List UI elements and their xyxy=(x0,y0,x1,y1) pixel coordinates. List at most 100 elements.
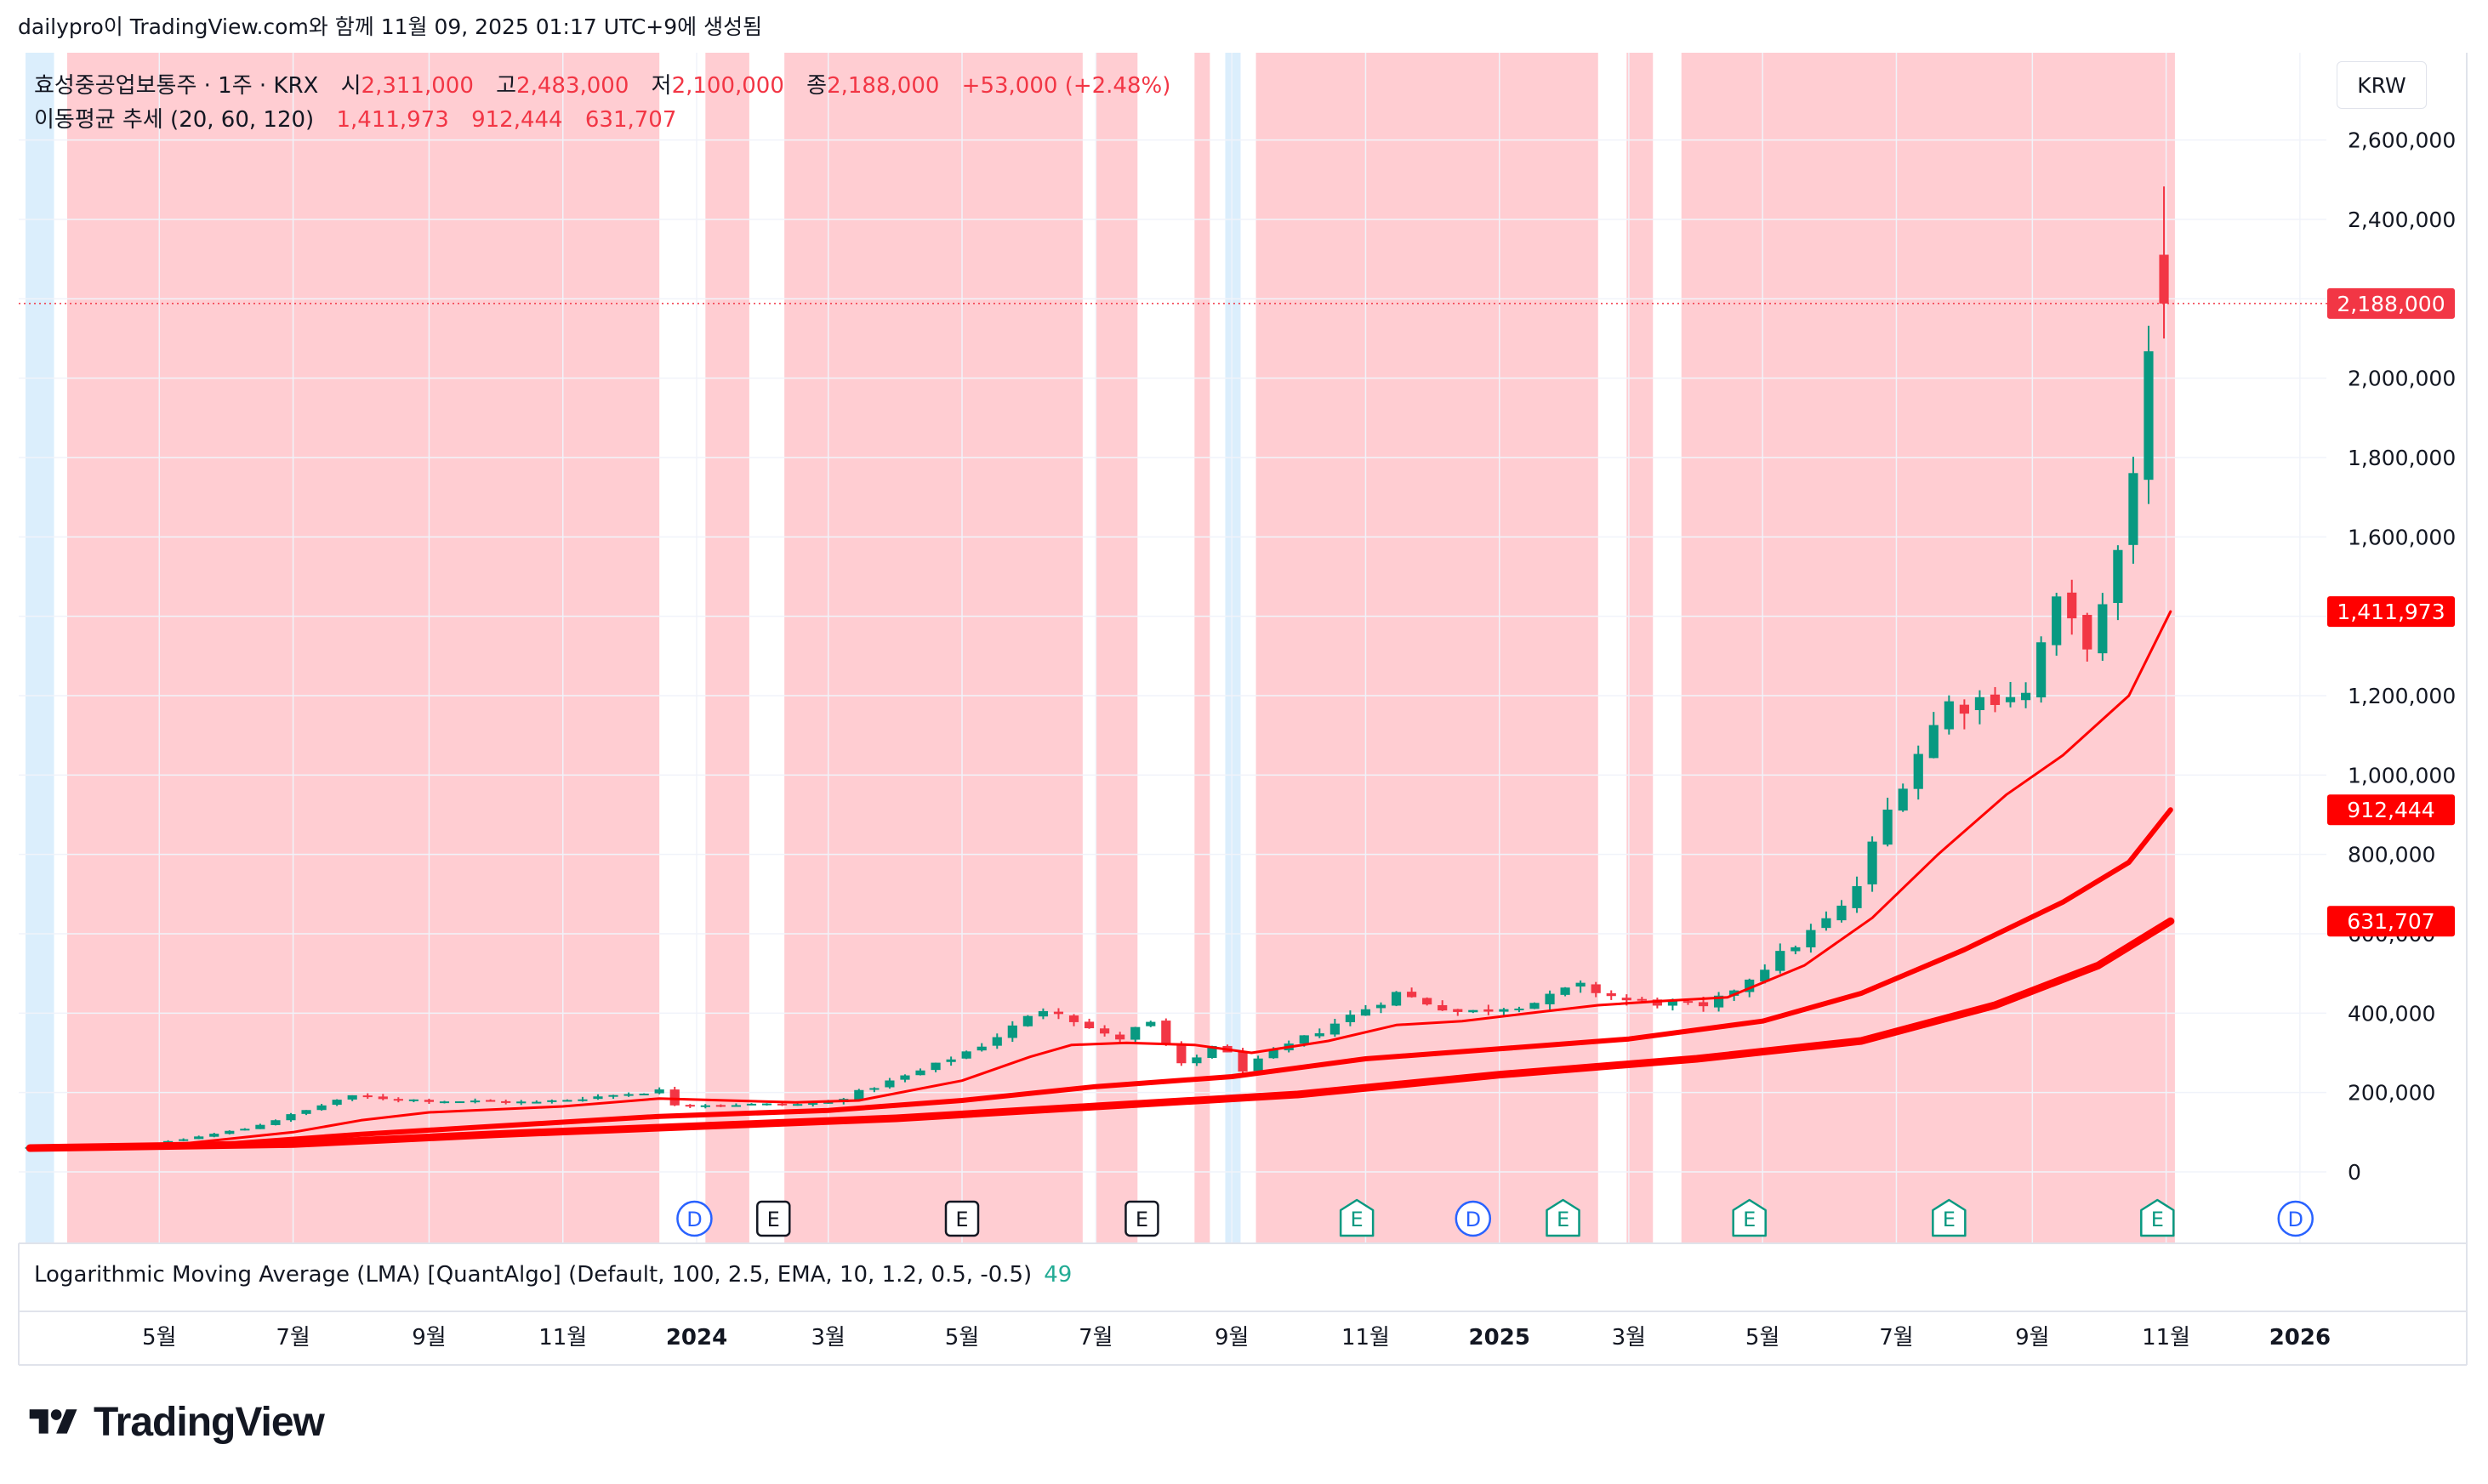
candle-body xyxy=(562,1100,572,1102)
candle-body xyxy=(1407,992,1417,998)
event-marker-label: D xyxy=(2288,1208,2303,1231)
candle-body xyxy=(1483,1009,1494,1012)
x-tick-label: 3월 xyxy=(811,1325,845,1350)
ma60-value: 912,444 xyxy=(471,107,563,133)
price-tag-box xyxy=(2327,906,2455,937)
candle-body xyxy=(1468,1009,1478,1013)
credit-text: dailypro이 TradingView.com와 함께 11월 09, 20… xyxy=(18,14,763,39)
event-marker-label: E xyxy=(767,1208,780,1231)
y-tick-label: 1,600,000 xyxy=(2348,525,2456,549)
earnings-marker[interactable]: E xyxy=(1124,1200,1159,1237)
x-tick-label: 11월 xyxy=(1341,1325,1390,1350)
y-tick-label: 1,200,000 xyxy=(2348,684,2456,708)
dividend-marker[interactable]: D xyxy=(2277,1200,2314,1237)
candle-body xyxy=(532,1101,542,1104)
candle-body xyxy=(486,1100,496,1102)
candle-body xyxy=(1990,694,2001,705)
x-tick-label: 11월 xyxy=(538,1325,587,1350)
candle-body xyxy=(1545,993,1555,1004)
candle-body xyxy=(885,1080,895,1088)
candle-body xyxy=(1360,1009,1371,1016)
earnings-marker[interactable]: E xyxy=(1546,1198,1580,1237)
y-tick-label: 1,000,000 xyxy=(2348,763,2456,787)
earnings-marker[interactable]: E xyxy=(1339,1198,1375,1237)
signal-band-4 xyxy=(1096,53,1138,1243)
x-tick-label: 5월 xyxy=(142,1325,176,1350)
candle-body xyxy=(424,1100,435,1102)
x-tick-label: 3월 xyxy=(1612,1325,1646,1350)
candle-body xyxy=(1192,1057,1202,1064)
candle-body xyxy=(179,1139,189,1141)
symbol-name[interactable]: 효성중공업보통주 · 1주 · KRX xyxy=(34,73,319,99)
y-tick-label: 200,000 xyxy=(2348,1081,2435,1106)
x-tick-label: 9월 xyxy=(1215,1325,1249,1350)
candle-body xyxy=(2036,642,2047,698)
candle-body xyxy=(1115,1034,1125,1040)
candle-body xyxy=(393,1099,403,1101)
dividend-marker[interactable]: D xyxy=(676,1200,713,1237)
earnings-marker[interactable]: E xyxy=(2140,1198,2175,1237)
candle-body xyxy=(1745,979,1755,992)
price-tag-box xyxy=(2327,596,2455,628)
tradingview-logo[interactable]: TradingView xyxy=(22,1399,325,1446)
earnings-marker[interactable]: E xyxy=(944,1200,980,1237)
earnings-marker[interactable]: E xyxy=(756,1200,791,1237)
indicator-label[interactable]: Logarithmic Moving Average (LMA) [QuantA… xyxy=(34,1262,1033,1288)
candle-body xyxy=(593,1096,603,1100)
ma20-value: 1,411,973 xyxy=(336,107,449,133)
candle-body xyxy=(347,1095,357,1100)
ma-legend: 이동평균 추세 (20, 60, 120) 1,411,973 912,444 … xyxy=(34,102,676,134)
event-marker-label: E xyxy=(1557,1208,1569,1231)
candle-body xyxy=(286,1114,296,1121)
tradingview-wordmark: TradingView xyxy=(94,1400,325,1445)
candle-body xyxy=(1453,1009,1463,1012)
candle-body xyxy=(1606,992,1616,997)
candle-body xyxy=(516,1101,527,1104)
candle-body xyxy=(1375,1004,1386,1009)
x-tick-label: 5월 xyxy=(945,1325,979,1350)
earnings-marker-box xyxy=(756,1200,791,1237)
candle-body xyxy=(1959,704,1969,714)
y-tick-label: 2,600,000 xyxy=(2348,128,2456,153)
earnings-marker[interactable]: E xyxy=(1932,1198,1967,1237)
change-value: +53,000 (+2.48%) xyxy=(961,73,1171,99)
symbol-legend: 효성중공업보통주 · 1주 · KRX 시2,311,000 고2,483,00… xyxy=(34,68,1170,100)
x-tick-label: 11월 xyxy=(2142,1325,2190,1350)
high-value: 2,483,000 xyxy=(516,73,629,99)
y-tick-label: 0 xyxy=(2348,1160,2361,1185)
y-tick-label: 800,000 xyxy=(2348,843,2435,867)
candle-body xyxy=(1146,1021,1156,1026)
tradingview-logo-icon xyxy=(29,1408,77,1434)
candle-body xyxy=(669,1089,680,1106)
candle-body xyxy=(1100,1028,1110,1034)
event-marker-label: E xyxy=(955,1208,968,1231)
candle-body xyxy=(1928,725,1939,759)
high-label: 고 xyxy=(496,73,517,99)
ma120-value: 631,707 xyxy=(584,107,677,133)
x-tick-label: 2026 xyxy=(2269,1325,2331,1350)
candle-body xyxy=(1084,1021,1095,1029)
candle-body xyxy=(2144,351,2154,480)
earnings-marker[interactable]: E xyxy=(1732,1198,1767,1237)
candle-body xyxy=(1852,886,1862,908)
candle-body xyxy=(793,1104,803,1106)
earnings-marker-pentagon xyxy=(1932,1198,1967,1237)
candle-body xyxy=(225,1130,235,1134)
candle-body xyxy=(900,1075,910,1080)
signal-band-3 xyxy=(784,53,1083,1243)
ma-label[interactable]: 이동평균 추세 (20, 60, 120) xyxy=(34,107,315,133)
candle-body xyxy=(1514,1008,1524,1010)
candle-body xyxy=(746,1103,757,1106)
x-tick-label: 9월 xyxy=(412,1325,446,1350)
candle-body xyxy=(715,1105,726,1107)
currency-button[interactable]: KRW xyxy=(2337,61,2427,109)
price-tag-ma: 1,411,973 xyxy=(2327,596,2455,628)
dividend-marker[interactable]: D xyxy=(1455,1200,1492,1237)
signal-band-0 xyxy=(26,53,54,1243)
y-tick-label: 2,400,000 xyxy=(2348,208,2456,232)
candle-body xyxy=(639,1093,649,1095)
x-tick-label: 2024 xyxy=(666,1325,727,1350)
candle-body xyxy=(1022,1015,1033,1026)
candle-body xyxy=(270,1120,281,1125)
